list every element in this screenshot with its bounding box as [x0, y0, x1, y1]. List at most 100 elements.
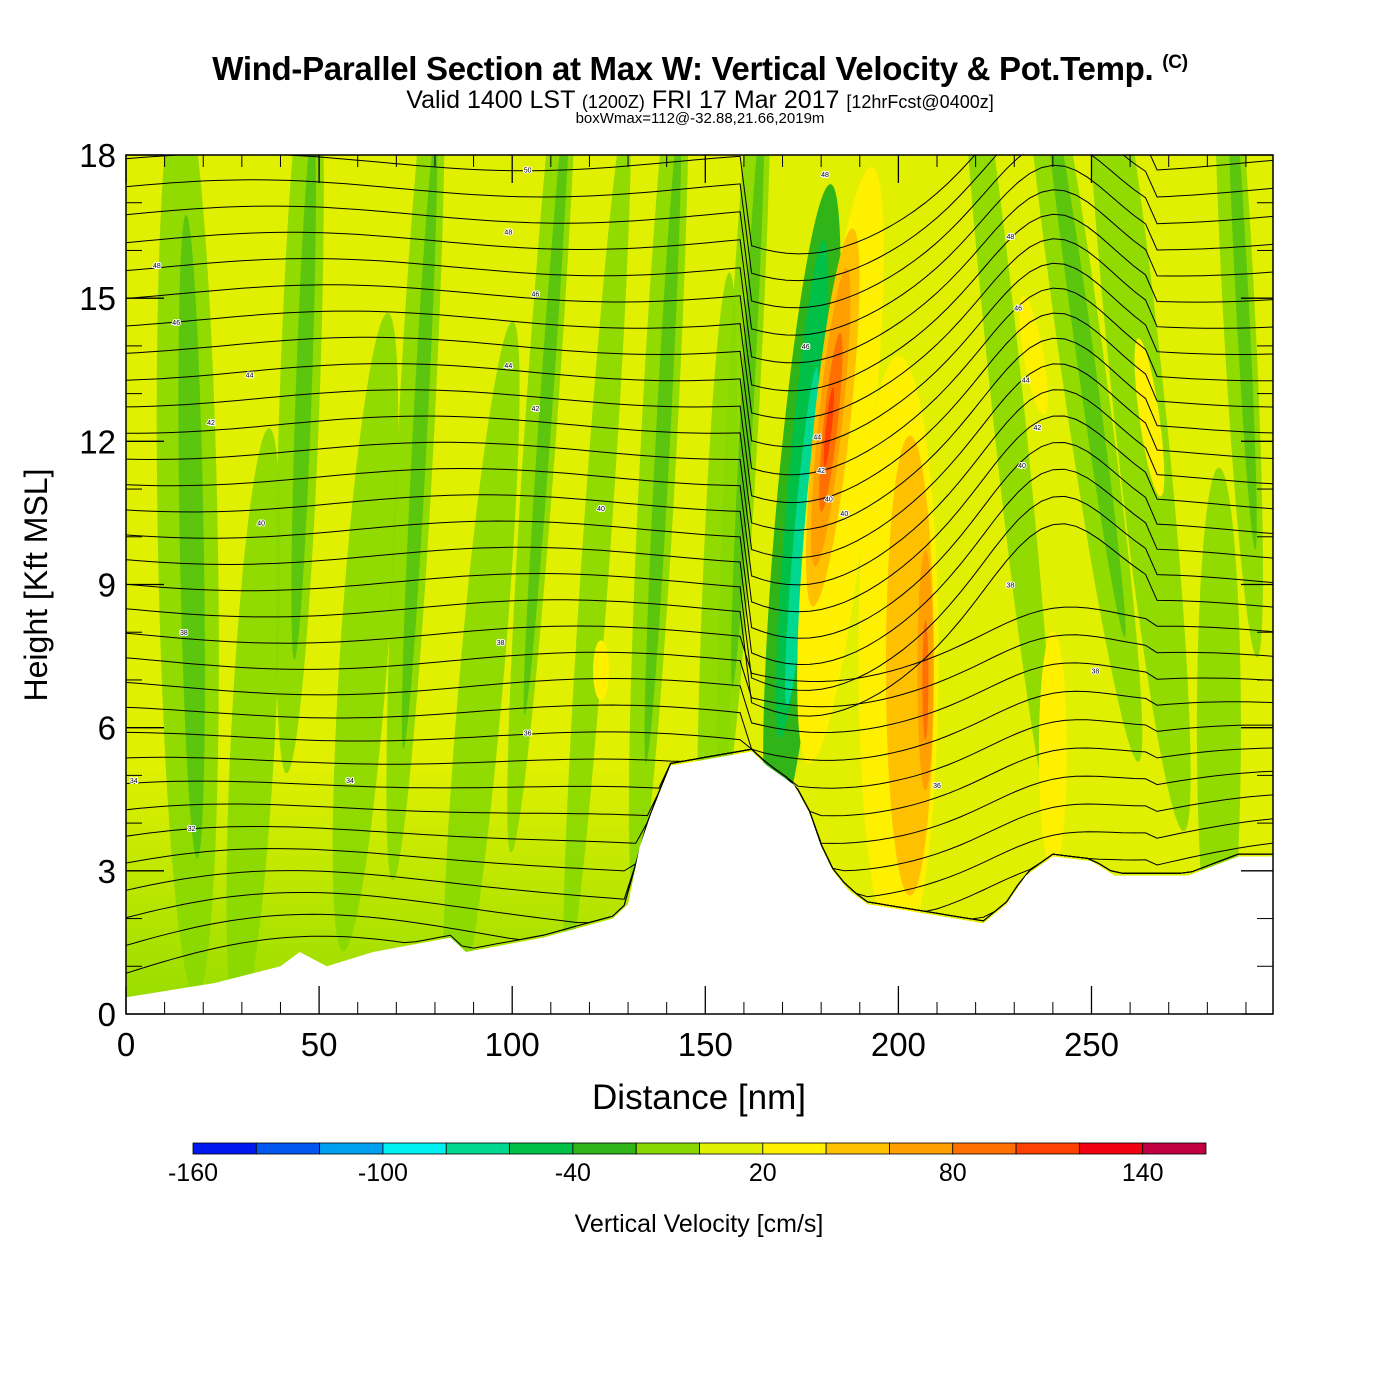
- colorbar-swatch: [699, 1142, 764, 1155]
- x-tick-label: 100: [485, 1026, 540, 1063]
- forecast-info: [12hrFcst@0400z]: [846, 92, 994, 112]
- isentrope: [126, 495, 1273, 691]
- isentrope-label: 42: [817, 468, 825, 475]
- isentrope-label: 40: [257, 520, 265, 527]
- chart-title-text: Wind-Parallel Section at Max W: Vertical…: [212, 50, 1154, 87]
- colorbar-label: Vertical Velocity [cm/s]: [575, 1210, 824, 1238]
- colorbar-swatch: [635, 1142, 700, 1155]
- descent-streak-core: [1041, 155, 1126, 638]
- y-tick-label: 6: [98, 710, 116, 747]
- colorbar-swatch: [1142, 1142, 1207, 1155]
- x-tick-label: 250: [1064, 1026, 1119, 1063]
- colorbar-tick-label: 80: [939, 1159, 967, 1187]
- descent-streak-core: [523, 155, 571, 715]
- isentrope-label: 48: [153, 263, 161, 270]
- ascent-patch: [1019, 296, 1048, 415]
- colorbar-swatch: [762, 1142, 827, 1155]
- isentrope: [126, 468, 1273, 666]
- isentrope: [126, 389, 1273, 586]
- isentrope-label: 46: [1014, 306, 1022, 313]
- isentrope: [126, 312, 1273, 503]
- isentrope-label: 48: [504, 229, 512, 236]
- isentrope-label: 32: [188, 826, 196, 833]
- isentrope: [126, 155, 1273, 255]
- isentrope-label: 44: [813, 435, 821, 442]
- x-tick-label: 200: [871, 1026, 926, 1063]
- isentrope-label: 44: [246, 373, 254, 380]
- ascent-patch: [593, 640, 610, 701]
- colorbar-tick-label: 20: [749, 1159, 777, 1187]
- isentrope: [126, 719, 1273, 789]
- descent-streak: [226, 428, 281, 1014]
- isentrope: [126, 662, 1273, 734]
- isentrope-label: 44: [504, 363, 512, 370]
- isentrope: [126, 155, 1273, 309]
- isentrope: [126, 155, 1273, 282]
- y-tick-label: 0: [98, 996, 116, 1033]
- descent-streak: [332, 312, 399, 952]
- x-tick-label: 50: [301, 1026, 338, 1063]
- isentrope: [126, 238, 1273, 420]
- colorbar-tick-label: 140: [1122, 1159, 1164, 1187]
- isentrope-lines: [126, 155, 1273, 974]
- valid-time-line: Valid 1400 LST (1200Z) FRI 17 Mar 2017 […: [0, 86, 1400, 115]
- downdraft-core: [785, 367, 819, 707]
- isentrope-label: 40: [825, 497, 833, 504]
- ascent-patch: [1038, 631, 1067, 872]
- descent-streak: [959, 155, 1054, 812]
- y-tick-label: 9: [98, 567, 116, 604]
- isentrope-label: 38: [180, 630, 188, 637]
- isentrope: [126, 747, 1273, 817]
- isentrope-label: 46: [802, 344, 810, 351]
- y-tick-label: 3: [98, 853, 116, 890]
- x-tick-label: 0: [117, 1026, 135, 1063]
- isentrope-label: 48: [1006, 234, 1014, 241]
- isentrope-label: 44: [1022, 377, 1030, 384]
- isentrope-label: 34: [130, 778, 138, 785]
- isentrope-label: 40: [1018, 463, 1026, 470]
- isentrope: [126, 523, 1273, 717]
- isentrope: [126, 634, 1273, 708]
- colorbar-swatch: [319, 1142, 384, 1155]
- box-info: boxWmax=112@-32.88,21.66,2019m: [575, 110, 825, 127]
- ascent-patch: [1134, 338, 1165, 497]
- isentrope-label: 42: [531, 406, 539, 413]
- velocity-bands: [126, 155, 1263, 1014]
- colorbar-tick-label: -100: [358, 1159, 408, 1187]
- secondary-updraft-max: [922, 619, 929, 740]
- updraft-max: [823, 387, 835, 467]
- y-axis-label: Height [Kft MSL]: [18, 469, 54, 702]
- x-tick-label: 150: [678, 1026, 733, 1063]
- isentrope-label: 38: [1091, 668, 1099, 675]
- isentrope: [126, 287, 1273, 476]
- isentrope-label: 46: [531, 291, 539, 298]
- y-tick-label: 12: [79, 423, 116, 460]
- colorbar-swatch: [382, 1142, 447, 1155]
- isentrope: [126, 337, 1273, 531]
- isentrope: [126, 363, 1273, 559]
- colorbar-swatch: [1078, 1142, 1144, 1155]
- valid-prefix: Valid 1400 LST: [406, 86, 575, 114]
- colorbar-swatch: [952, 1142, 1017, 1155]
- colorbar-tick-label: -40: [555, 1159, 591, 1187]
- isentrope: [126, 415, 1273, 613]
- chart-title: Wind-Parallel Section at Max W: Vertical…: [0, 50, 1400, 88]
- descent-streak-core: [291, 155, 316, 660]
- colorbar: -160 -100 -40 20 80 140: [168, 1142, 1207, 1187]
- isentrope-label: 46: [172, 320, 180, 327]
- valid-zulu: (1200Z): [581, 92, 645, 112]
- isentrope-label: 50: [524, 167, 532, 174]
- isentrope-label: 40: [840, 511, 848, 518]
- isentrope: [126, 189, 1273, 364]
- isentrope-label: 40: [597, 506, 605, 513]
- x-axis-ticks: 0 50 100 150 200 250: [117, 155, 1247, 1063]
- descent-streak: [443, 321, 520, 1014]
- x-axis-label: Distance [nm]: [592, 1078, 806, 1117]
- isentrope-label: 36: [933, 783, 941, 790]
- terrain: [126, 751, 1273, 1014]
- colorbar-swatch: [825, 1142, 890, 1155]
- colorbar-swatch: [192, 1142, 257, 1155]
- colorbar-swatch: [509, 1142, 574, 1155]
